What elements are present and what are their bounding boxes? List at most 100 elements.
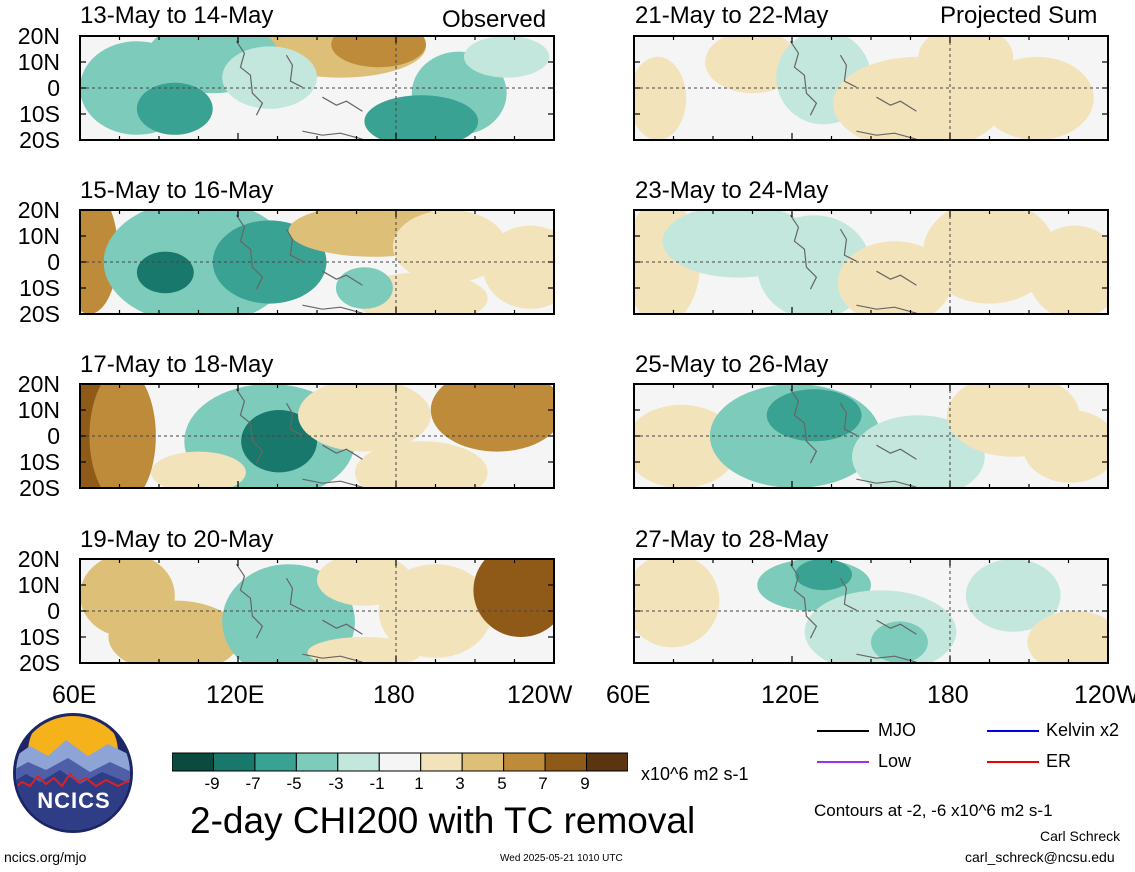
lon-label-120w: 120W — [1074, 681, 1135, 709]
coastline — [235, 388, 363, 488]
anomaly-region — [108, 600, 242, 663]
legend-lines — [817, 730, 1039, 763]
lat-label-eq: 0 — [47, 75, 60, 101]
map-panel-2 — [79, 209, 555, 315]
colorbar-tick: 7 — [538, 774, 548, 793]
panel-title-8: 27-May to 28-May — [635, 526, 829, 553]
lon-label-60e: 60E — [606, 681, 651, 709]
coastline — [235, 40, 363, 140]
anomaly-region — [482, 225, 554, 309]
anomaly-region — [634, 56, 687, 140]
coastline — [235, 214, 363, 314]
anomaly-region — [430, 384, 554, 452]
anomaly-region — [364, 95, 479, 140]
anomaly-region — [766, 389, 862, 442]
lat-label-10s: 10S — [19, 275, 60, 301]
colorbar-swatch — [378, 752, 422, 772]
lon-label-180: 180 — [373, 681, 415, 709]
anomaly-region — [795, 559, 853, 591]
lon-label-120e: 120E — [761, 681, 820, 709]
colorbar-swatch — [503, 752, 546, 772]
colorbar-tick: -3 — [328, 774, 344, 793]
colorbar-swatch — [295, 752, 339, 772]
anomaly-region — [1027, 225, 1108, 314]
lon-label-60e: 60E — [52, 681, 97, 709]
author-email[interactable]: carl_schreck@ncsu.edu — [965, 849, 1115, 865]
colorbar-tick: 5 — [497, 774, 507, 793]
anomaly-region — [151, 451, 246, 488]
colorbar-swatch — [254, 752, 297, 772]
lat-label-20n: 20N — [17, 371, 60, 397]
anomaly-region — [463, 36, 550, 78]
anomaly-region — [852, 415, 985, 488]
lat-label-20n: 20N — [17, 546, 60, 572]
legend-label-low: Low — [878, 751, 912, 771]
anomaly-region — [1027, 611, 1108, 663]
logo-text: NCICS — [37, 788, 111, 813]
legend-label-er: ER — [1046, 751, 1072, 771]
coastline — [235, 563, 363, 663]
lat-label-20n: 20N — [17, 197, 60, 223]
lat-label-10s: 10S — [19, 624, 60, 650]
colorbar-tick: 9 — [580, 774, 590, 793]
colorbar-tick: 1 — [414, 774, 424, 793]
map-panel-6 — [633, 209, 1109, 315]
lon-label-120w: 120W — [507, 681, 573, 709]
anomaly-region — [331, 36, 427, 68]
lat-label-10n: 10N — [17, 397, 60, 423]
lat-label-20s: 20S — [19, 475, 60, 501]
map-panel-8 — [633, 558, 1109, 664]
contour-note: Contours at -2, -6 x10^6 m2 s-1 — [814, 801, 1053, 820]
colorbar-tick: -1 — [369, 774, 385, 793]
ncics-logo — [13, 713, 133, 833]
lat-label-20s: 20S — [19, 127, 60, 153]
colorbar-swatch — [461, 752, 505, 772]
panel-title-5: 21-May to 22-May — [635, 2, 829, 29]
anomaly-region — [634, 559, 720, 648]
anomaly-region — [335, 267, 393, 309]
coastline — [789, 40, 917, 140]
units-label: x10^6 m2 s-1 — [641, 764, 749, 784]
coastline — [789, 563, 917, 663]
anomaly-region — [354, 441, 488, 488]
lat-label-20s: 20S — [19, 301, 60, 327]
colorbar-tick: -5 — [286, 774, 302, 793]
anomaly-region — [298, 384, 431, 452]
website-link[interactable]: ncics.org/mjo — [4, 849, 87, 865]
anomaly-region — [392, 210, 507, 283]
anomaly-region — [136, 82, 213, 135]
colorbar-tick: -9 — [204, 774, 220, 793]
colorbar-swatch — [172, 752, 214, 772]
lat-label-20s: 20S — [19, 650, 60, 676]
colorbar-swatch — [586, 752, 628, 772]
timestamp: Wed 2025-05-21 1010 UTC — [500, 853, 623, 864]
legend-label-mjo: MJO — [878, 720, 916, 740]
panel-title-3: 17-May to 18-May — [80, 351, 274, 378]
panel-title-7: 25-May to 26-May — [635, 351, 829, 378]
anomaly-region — [705, 36, 800, 94]
colorbar — [172, 752, 628, 772]
anomaly-region — [222, 46, 317, 109]
lon-label-180: 180 — [927, 681, 969, 709]
lon-label-120e: 120E — [206, 681, 265, 709]
anomaly-region — [1022, 410, 1108, 483]
anomaly-region — [965, 559, 1061, 632]
lat-label-eq: 0 — [47, 423, 60, 449]
colorbar-swatch — [420, 752, 463, 772]
lat-label-10s: 10S — [19, 101, 60, 127]
map-panel-5 — [633, 35, 1109, 141]
colorbar-swatch — [337, 752, 380, 772]
main-title: 2-day CHI200 with TC removal — [190, 800, 696, 841]
coastline — [789, 388, 917, 488]
panel-title-1: 13-May to 14-May — [80, 2, 274, 29]
colorbar-tick: -7 — [245, 774, 261, 793]
map-panel-4 — [79, 558, 555, 664]
projected-label: Projected Sum — [940, 2, 1098, 29]
colorbar-tick: 3 — [455, 774, 465, 793]
map-panel-3 — [79, 383, 555, 489]
anomaly-region — [473, 559, 554, 637]
colorbar-swatch — [212, 752, 256, 772]
legend-label-kelvin: Kelvin x2 — [1046, 720, 1120, 740]
